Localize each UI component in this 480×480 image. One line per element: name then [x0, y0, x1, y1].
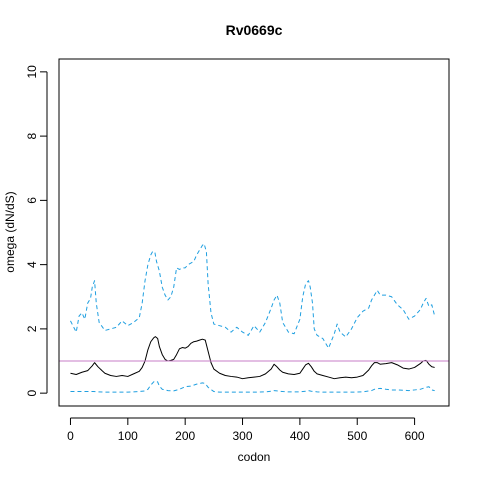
x-tick-label: 200 [175, 429, 195, 443]
y-tick-label: 6 [25, 197, 39, 204]
omega-mean-line [70, 336, 435, 380]
upper-ci-line [70, 243, 436, 349]
x-tick-label: 100 [118, 429, 138, 443]
y-tick-label: 0 [25, 389, 39, 396]
x-axis: 0 100 200 300 400 500 600 [67, 417, 425, 443]
lower-ci-line [70, 380, 435, 393]
y-tick-label: 4 [25, 261, 39, 268]
y-axis-label: omega (dN/dS) [3, 191, 17, 272]
plot-frame [58, 58, 450, 407]
y-tick-label: 10 [25, 65, 39, 79]
x-tick-label: 300 [233, 429, 253, 443]
x-tick-label: 0 [67, 429, 74, 443]
x-axis-label: codon [238, 450, 271, 464]
x-tick-label: 400 [290, 429, 310, 443]
series-group [70, 243, 436, 393]
chart-title: Rv0669c [226, 22, 283, 38]
y-tick-label: 2 [25, 325, 39, 332]
y-tick-label: 8 [25, 132, 39, 139]
x-tick-label: 500 [347, 429, 367, 443]
x-tick-label: 600 [405, 429, 425, 443]
y-axis: 0 2 4 6 8 10 [25, 65, 48, 396]
